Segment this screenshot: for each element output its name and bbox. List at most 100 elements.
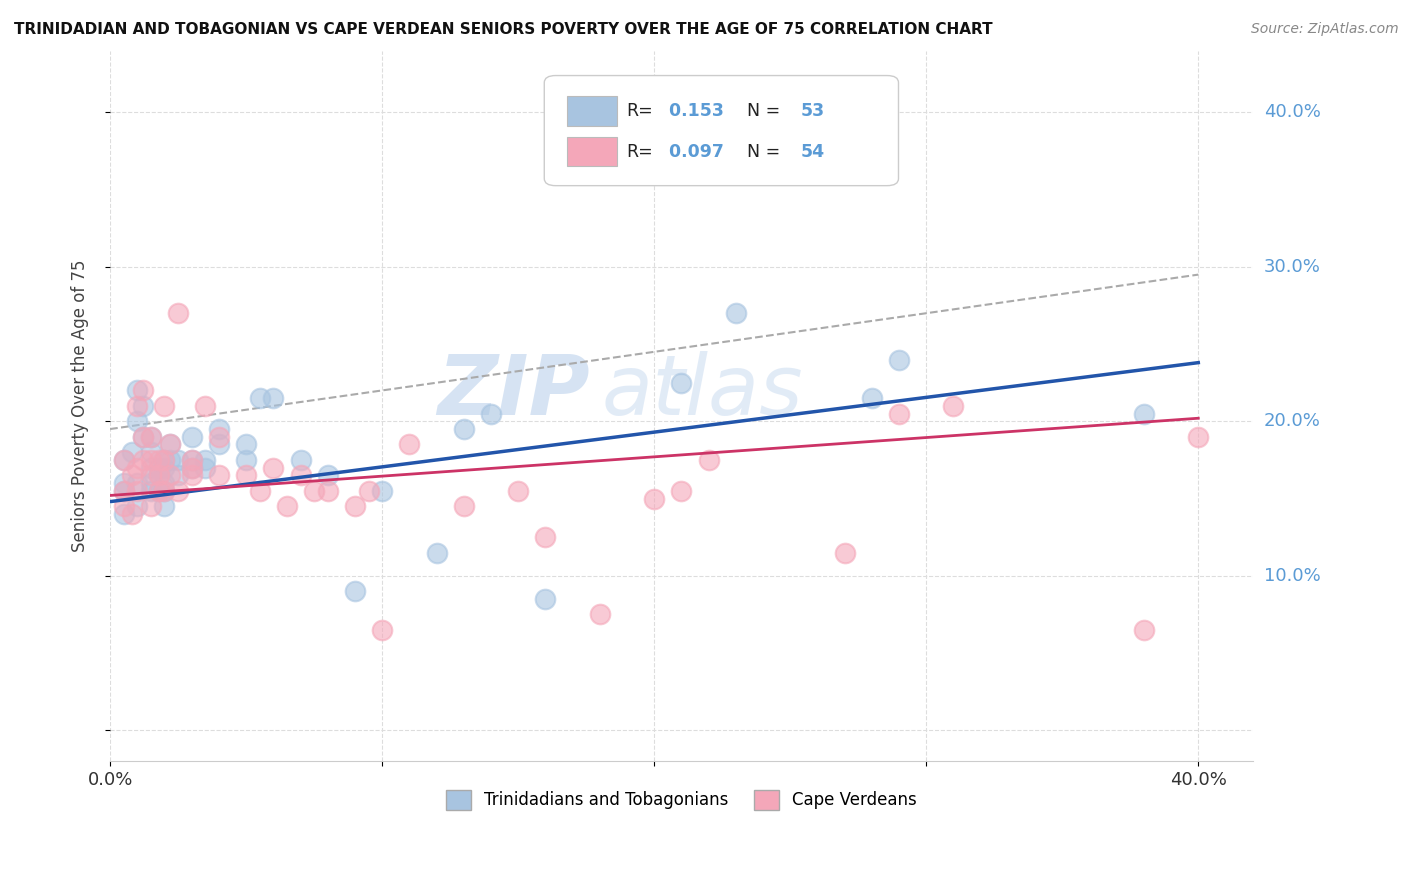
Point: [479, 407, 502, 421]
Point: [127, 414, 149, 428]
Point: [371, 623, 394, 637]
Point: [159, 453, 181, 467]
Point: [159, 468, 181, 483]
Y-axis label: Seniors Poverty Over the Age of 75: Seniors Poverty Over the Age of 75: [72, 260, 89, 552]
Point: [127, 483, 149, 498]
Point: [249, 391, 271, 405]
Point: [534, 591, 557, 606]
Point: [132, 399, 155, 413]
Point: [643, 491, 665, 506]
Point: [1133, 407, 1156, 421]
Point: [887, 352, 910, 367]
Point: [148, 468, 170, 483]
Point: [316, 468, 339, 483]
Point: [153, 476, 176, 491]
Point: [139, 460, 162, 475]
Point: [148, 460, 170, 475]
Point: [139, 500, 162, 514]
Point: [153, 483, 176, 498]
Point: [180, 453, 202, 467]
Point: [398, 437, 420, 451]
Point: [534, 530, 557, 544]
Point: [139, 453, 162, 467]
Text: R=: R=: [627, 102, 654, 120]
Point: [132, 430, 155, 444]
Point: [208, 430, 231, 444]
Point: [208, 437, 231, 451]
Text: 0.153: 0.153: [664, 102, 724, 120]
Text: 20.0%: 20.0%: [1264, 412, 1320, 430]
Point: [139, 468, 162, 483]
Point: [112, 507, 135, 521]
Point: [112, 483, 135, 498]
Point: [262, 460, 284, 475]
Point: [127, 460, 149, 475]
Point: [121, 445, 143, 459]
Text: atlas: atlas: [602, 351, 803, 432]
Point: [167, 483, 190, 498]
Point: [887, 407, 910, 421]
Point: [153, 399, 176, 413]
Point: [180, 453, 202, 467]
Point: [112, 453, 135, 467]
Point: [453, 500, 475, 514]
Point: [290, 453, 312, 467]
Point: [616, 167, 638, 181]
Point: [357, 483, 380, 498]
Point: [343, 584, 366, 599]
Point: [371, 483, 394, 498]
Point: [860, 391, 883, 405]
Point: [1133, 623, 1156, 637]
Point: [697, 453, 720, 467]
Text: 53: 53: [800, 102, 824, 120]
Text: ZIP: ZIP: [437, 351, 591, 432]
Point: [148, 483, 170, 498]
Point: [194, 399, 217, 413]
Point: [235, 453, 257, 467]
Point: [153, 460, 176, 475]
Point: [127, 399, 149, 413]
Point: [153, 500, 176, 514]
Point: [276, 500, 298, 514]
Point: [834, 545, 856, 559]
Point: [139, 430, 162, 444]
Point: [671, 376, 693, 390]
Point: [453, 422, 475, 436]
Point: [127, 384, 149, 398]
Point: [112, 483, 135, 498]
Point: [139, 476, 162, 491]
Point: [127, 500, 149, 514]
Point: [262, 391, 284, 405]
Point: [167, 306, 190, 320]
Point: [121, 468, 143, 483]
Text: 40.0%: 40.0%: [1264, 103, 1320, 121]
Point: [194, 460, 217, 475]
Text: N =: N =: [747, 143, 780, 161]
Text: 30.0%: 30.0%: [1264, 258, 1320, 276]
Point: [343, 500, 366, 514]
Point: [235, 468, 257, 483]
Text: 10.0%: 10.0%: [1264, 566, 1320, 585]
FancyBboxPatch shape: [544, 76, 898, 186]
Point: [132, 430, 155, 444]
FancyBboxPatch shape: [567, 136, 617, 167]
Point: [194, 453, 217, 467]
Point: [148, 483, 170, 498]
Point: [235, 437, 257, 451]
Point: [139, 430, 162, 444]
Point: [148, 453, 170, 467]
Point: [121, 507, 143, 521]
Point: [159, 437, 181, 451]
Point: [425, 545, 447, 559]
Point: [724, 306, 747, 320]
Point: [249, 483, 271, 498]
Point: [180, 460, 202, 475]
Point: [180, 430, 202, 444]
Point: [148, 468, 170, 483]
Point: [132, 453, 155, 467]
Point: [589, 607, 612, 622]
Text: Source: ZipAtlas.com: Source: ZipAtlas.com: [1251, 22, 1399, 37]
Legend: Trinidadians and Tobagonians, Cape Verdeans: Trinidadians and Tobagonians, Cape Verde…: [439, 783, 924, 817]
Text: 0.097: 0.097: [664, 143, 724, 161]
Point: [127, 476, 149, 491]
